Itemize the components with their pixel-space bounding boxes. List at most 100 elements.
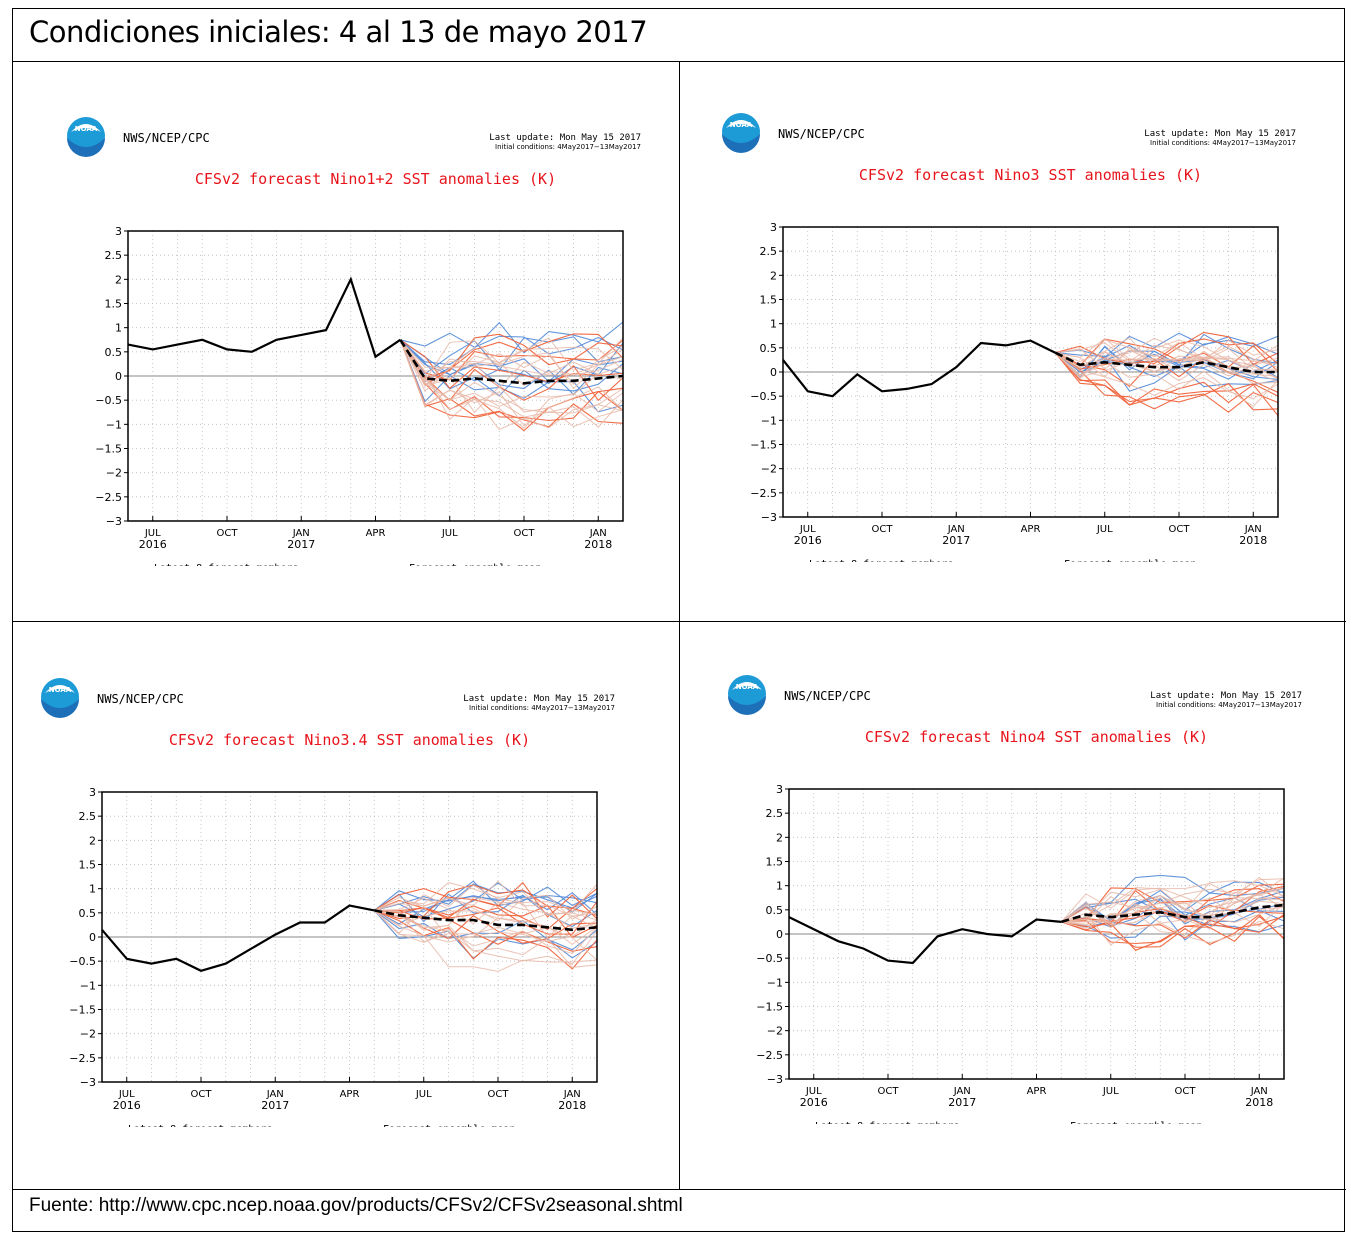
noaa-logo-wave (41, 699, 79, 718)
agency-label: NWS/NCEP/CPC (123, 131, 210, 145)
member-line-other (399, 339, 624, 392)
noaa-logo-text: NOAA (730, 121, 753, 129)
y-tick-label: −1.5 (69, 1004, 96, 1017)
plot-area (101, 791, 598, 1083)
panel-cell-nino12: NOAA NWS/NCEP/CPC Last update: Mon May 15 … (13, 62, 680, 622)
x-tick-year: 2017 (261, 1099, 289, 1112)
y-tick-label: −0.5 (756, 952, 783, 965)
chart-panel-nino3: NOAA NWS/NCEP/CPC Last update: Mon May 15 … (706, 82, 1306, 562)
y-tick-label: 0.5 (105, 346, 123, 359)
y-tick-label: −3 (106, 515, 122, 528)
y-tick-label: 0.5 (766, 904, 784, 917)
figure-frame: Condiciones iniciales: 4 al 13 de mayo 2… (12, 8, 1346, 1232)
panel-cell-nino34: NOAA NWS/NCEP/CPC Last update: Mon May 15 … (13, 622, 680, 1190)
y-tick-label: 0.5 (760, 342, 778, 355)
noaa-logo: NOAA (41, 678, 79, 718)
x-tick-month: JAN (1250, 1086, 1268, 1097)
y-tick-label: −2.5 (756, 1049, 783, 1062)
member-line-other (399, 339, 624, 407)
chart-svg: NOAA NWS/NCEP/CPC Last update: Mon May 15 … (41, 678, 615, 1127)
y-tick-label: −2 (767, 1025, 783, 1038)
x-tick-month: OCT (488, 1089, 510, 1100)
ncdc-analysis-line (127, 276, 401, 359)
source-link-text[interactable]: Fuente: http://www.cpc.ncep.noaa.gov/pro… (29, 1195, 683, 1216)
member-line-other (1055, 345, 1279, 370)
initial-conditions-label: Initial conditions: 4May2017−13May2017 (495, 143, 641, 151)
member-line-earliest (399, 333, 624, 379)
member-line-other (399, 339, 624, 387)
x-tick-month: OCT (1175, 1086, 1197, 1097)
member-line-other (374, 894, 598, 922)
agency-label: NWS/NCEP/CPC (784, 689, 871, 703)
x-tick-month: OCT (878, 1086, 900, 1097)
last-update-label: Last update: Mon May 15 2017 (489, 133, 641, 143)
member-line-other (1055, 342, 1279, 377)
y-tick-label: −1.5 (756, 1001, 783, 1014)
member-line-earliest (1054, 352, 1279, 413)
x-tick-month: OCT (191, 1089, 213, 1100)
member-line-latest (373, 909, 598, 951)
x-tick-month: OCT (1169, 524, 1191, 535)
noaa-logo-wave (728, 696, 766, 715)
noaa-logo-wave (722, 134, 760, 153)
x-tick-month: OCT (514, 528, 536, 539)
chart-title: CFSv2 forecast Nino3 SST anomalies (K) (859, 166, 1202, 184)
y-tick-label: −2.5 (95, 491, 122, 504)
y-tick-label: 2.5 (760, 245, 778, 258)
x-tick-month: APR (340, 1089, 360, 1100)
member-line-latest (399, 321, 624, 366)
noaa-logo-text: NOAA (49, 686, 72, 694)
y-tick-label: −3 (761, 511, 777, 524)
panel-cell-nino3: NOAA NWS/NCEP/CPC Last update: Mon May 15 … (680, 62, 1346, 622)
y-tick-label: 2 (770, 269, 777, 282)
x-tick-year: 2016 (800, 1096, 828, 1109)
x-tick-year: 2017 (948, 1096, 976, 1109)
y-tick-label: 0 (89, 931, 96, 944)
x-tick-month: JUL (118, 1089, 135, 1100)
member-line-other (399, 339, 624, 431)
member-line-latest (399, 336, 624, 375)
member-line-other (1061, 878, 1285, 923)
plot-area (127, 230, 624, 522)
member-line-earliest (374, 907, 598, 952)
ncdc-analysis-line (782, 339, 1056, 398)
noaa-logo-bird (726, 120, 756, 128)
plot-area (782, 226, 1279, 518)
x-tick-month: JUL (1096, 524, 1113, 535)
x-tick-month: JUL (799, 524, 816, 535)
initial-conditions-label: Initial conditions: 4May2017−13May2017 (1156, 701, 1302, 709)
x-tick-month: JAN (292, 528, 310, 539)
chart-svg: NOAA NWS/NCEP/CPC Last update: Mon May 15 … (728, 675, 1302, 1124)
y-tick-label: −3 (767, 1073, 783, 1086)
x-tick-month: JAN (953, 1086, 971, 1097)
member-line-other (399, 339, 624, 428)
member-line-other (1054, 352, 1279, 384)
member-line-other (374, 909, 598, 961)
noaa-logo-bird (45, 685, 75, 693)
member-line-other (374, 897, 598, 929)
x-tick-year: 2016 (139, 538, 167, 551)
legend-label-mean: Forecast ensemble mean (383, 1124, 515, 1127)
ncdc-analysis-line (101, 904, 375, 972)
member-line-earliest (374, 901, 598, 935)
member-line-earliest (1055, 338, 1279, 373)
y-tick-label: 1 (776, 880, 783, 893)
x-tick-month: JAN (1244, 524, 1262, 535)
y-tick-label: 2 (776, 831, 783, 844)
source-row: Fuente: http://www.cpc.ncep.noaa.gov/pro… (13, 1190, 1344, 1232)
x-tick-month: JUL (805, 1086, 822, 1097)
y-tick-label: −1.5 (750, 439, 777, 452)
y-tick-label: 1.5 (760, 294, 778, 307)
ensemble-mean-line (399, 339, 624, 385)
y-tick-label: −1 (106, 418, 122, 431)
ensemble-mean-line (1054, 351, 1278, 374)
chart-panel-nino12: NOAA NWS/NCEP/CPC Last update: Mon May 15 … (51, 86, 651, 566)
y-tick-label: 2 (115, 273, 122, 286)
y-tick-label: 0 (770, 366, 777, 379)
x-tick-month: JUL (144, 528, 161, 539)
legend-label-mean: Forecast ensemble mean (1070, 1121, 1202, 1124)
x-tick-year: 2016 (794, 534, 822, 547)
chart-legend: Latest 8 forecst membersEarliest 8 forec… (128, 1124, 515, 1127)
member-line-earliest (399, 333, 624, 386)
y-tick-label: 3 (89, 786, 96, 799)
